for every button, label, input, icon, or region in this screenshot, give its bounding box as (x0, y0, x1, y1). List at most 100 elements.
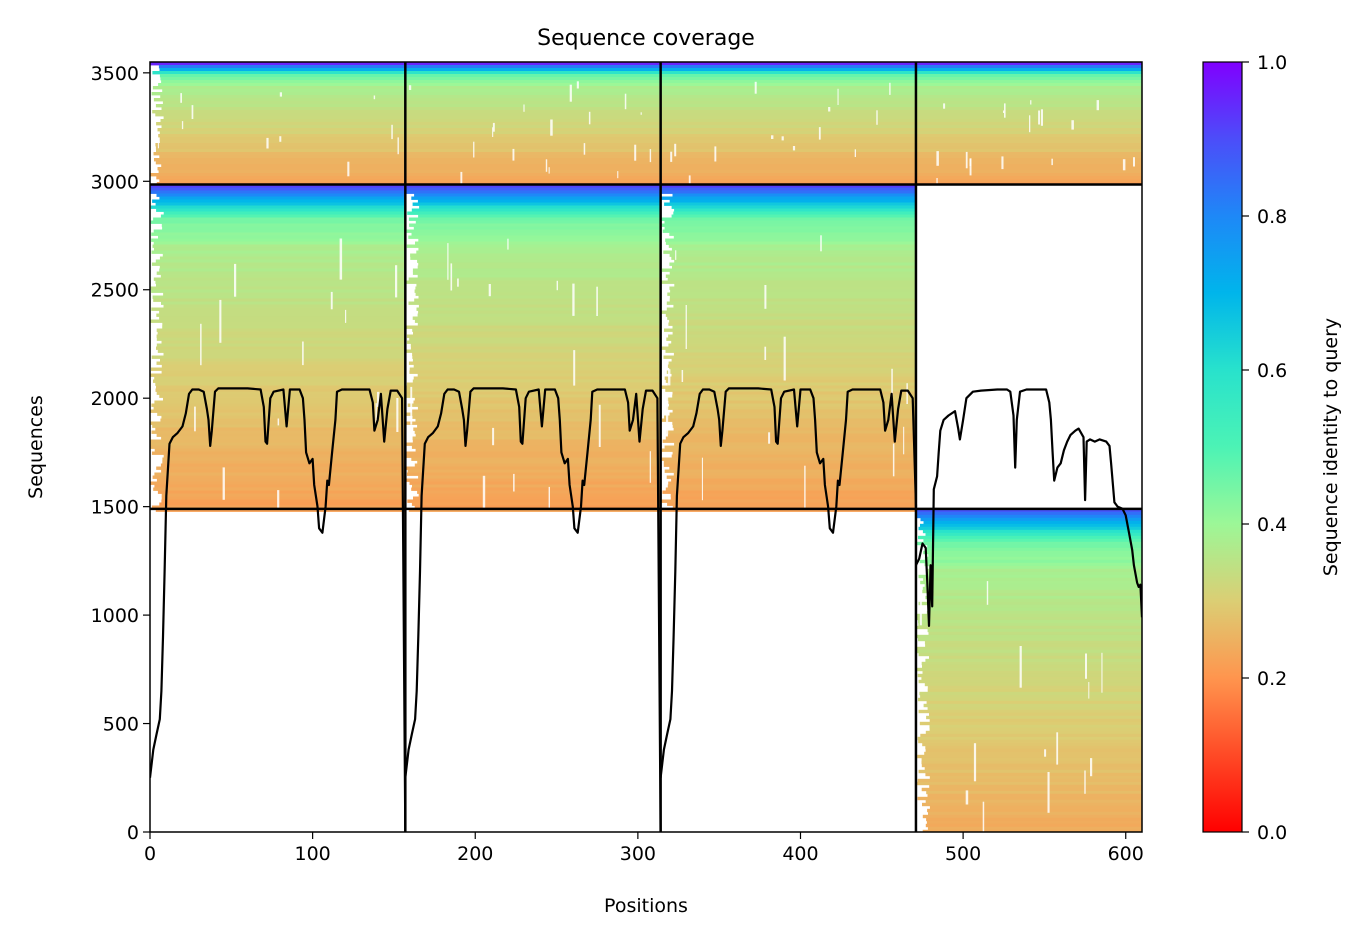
x-tick-label: 500 (945, 843, 981, 865)
heat-row (671, 256, 916, 260)
coverage-gap (373, 95, 376, 100)
heat-row (922, 589, 1142, 594)
coverage-gap (450, 263, 453, 291)
heat-row (411, 487, 661, 491)
heat-row (154, 448, 406, 452)
coverage-gap (688, 175, 691, 185)
heat-row (159, 268, 406, 272)
heat-row (666, 475, 916, 479)
heat-row (412, 328, 661, 332)
heat-row (159, 74, 1142, 78)
coverage-gap (754, 81, 757, 94)
coverage-gap (1030, 100, 1032, 105)
coverage-gap (447, 243, 449, 280)
heat-row (150, 442, 406, 446)
heat-row (161, 499, 406, 503)
y-tick-label: 3500 (91, 63, 139, 85)
heat-row (419, 205, 661, 209)
coverage-gap (903, 426, 905, 455)
heat-row (151, 262, 406, 266)
coverage-gap (685, 305, 687, 349)
heat-row (155, 161, 1142, 165)
heat-row (418, 304, 661, 308)
heat-row (925, 748, 1142, 753)
heat-row (669, 319, 916, 323)
heat-row (922, 829, 1142, 832)
heat-row (923, 577, 1142, 582)
coverage-gap (771, 135, 774, 139)
coverage-gap (277, 418, 280, 426)
heat-row (669, 262, 916, 266)
coverage-gap (598, 404, 601, 447)
heat-row (156, 337, 406, 341)
block-chain-1 (150, 184, 406, 512)
heat-row (668, 322, 916, 326)
heat-row (668, 403, 916, 407)
colorbar: 0.0 0.2 0.4 0.6 0.8 1.0 Sequence identity to … (1202, 52, 1342, 844)
heat-row (161, 469, 406, 473)
heat-row (927, 688, 1142, 693)
heat-row (150, 62, 1142, 66)
heat-row (150, 205, 406, 209)
heat-row (156, 433, 406, 437)
heat-row (411, 409, 661, 413)
coverage-gap (200, 323, 202, 366)
heat-row (667, 277, 916, 281)
colorbar-gradient (1202, 61, 1243, 833)
heat-row (415, 241, 661, 245)
heat-row (417, 259, 661, 263)
heat-row (927, 628, 1142, 633)
coverage-gap (1019, 646, 1022, 688)
heat-row (924, 751, 1142, 756)
heat-row (407, 403, 661, 407)
heat-row (156, 149, 1142, 153)
heat-row (922, 814, 1142, 819)
heat-row (412, 352, 661, 356)
heat-row (161, 370, 406, 374)
heat-row (925, 532, 1142, 537)
heat-row (917, 796, 1142, 801)
heat-row (411, 232, 661, 236)
heat-row (412, 355, 661, 359)
heat-row (668, 244, 916, 248)
heat-row (929, 784, 1142, 789)
heat-row (414, 430, 661, 434)
heat-row (156, 334, 406, 338)
coverage-gap (302, 341, 304, 366)
heat-row (661, 280, 916, 284)
coverage-gap (792, 146, 796, 151)
coverage-lines (150, 387, 1142, 832)
heat-row (669, 298, 916, 302)
heat-row (160, 95, 1142, 99)
heat-row (408, 235, 661, 239)
coverage-chain-1 (150, 387, 407, 832)
heat-row (918, 739, 1142, 744)
heat-row (156, 478, 406, 482)
heat-row (156, 283, 406, 287)
heat-row (663, 460, 916, 464)
y-tick-label: 2500 (91, 280, 139, 302)
heat-row (406, 454, 661, 458)
heat-row (923, 703, 1142, 708)
heat-row (918, 526, 1142, 531)
heat-row (416, 283, 661, 287)
heat-row (926, 715, 1142, 720)
block-chain-2 (405, 184, 661, 512)
x-tick-label: 200 (457, 843, 493, 865)
heat-row (929, 655, 1142, 660)
heat-row (925, 658, 1142, 663)
heat-row (918, 637, 1142, 642)
heat-row (673, 304, 916, 308)
heat-row (924, 766, 1142, 771)
coverage-gap (573, 350, 576, 386)
heat-row (670, 496, 916, 500)
heat-row (669, 253, 916, 257)
heat-row (158, 83, 1142, 87)
heat-row (412, 436, 661, 440)
heat-row (150, 481, 406, 485)
coverage-gap (1047, 772, 1050, 813)
heat-row (920, 517, 1142, 522)
heat-row (417, 274, 661, 278)
heat-row (665, 349, 916, 353)
x-tick-label: 100 (294, 843, 330, 865)
